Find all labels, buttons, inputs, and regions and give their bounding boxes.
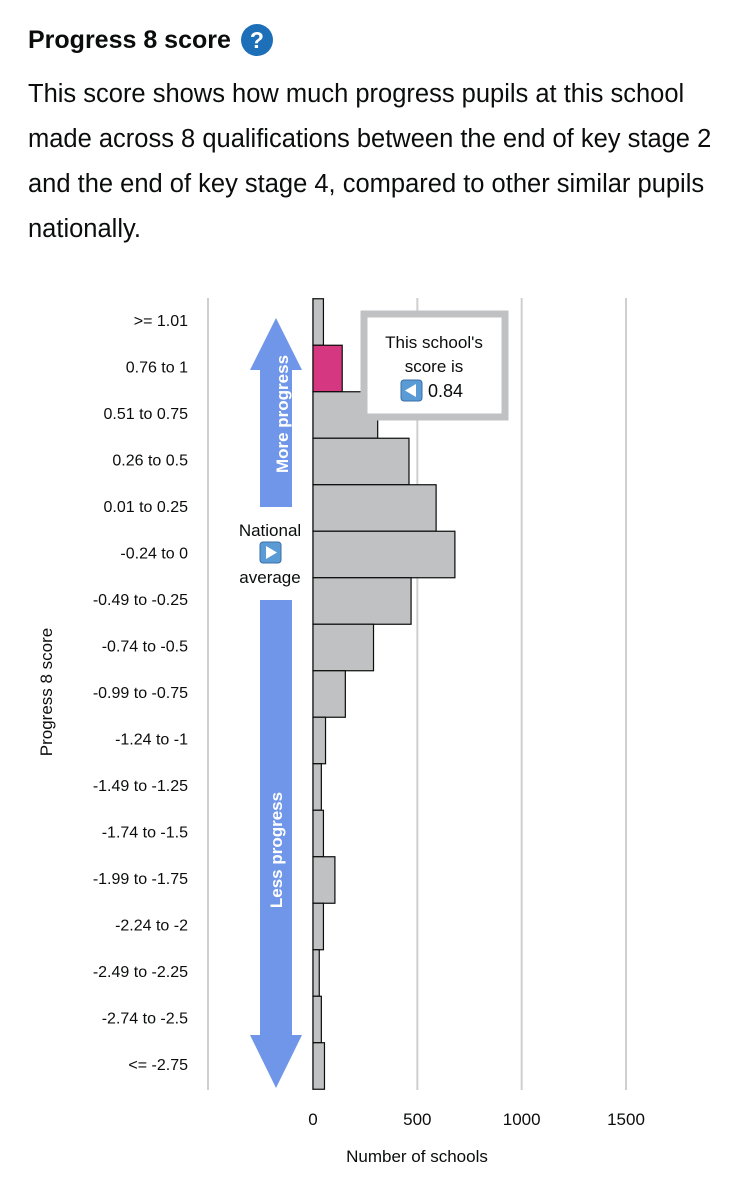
category-label: -0.99 to -0.75 <box>93 685 188 702</box>
category-label: -2.24 to -2 <box>115 918 188 935</box>
school-bar <box>312 344 343 393</box>
callout-text: score is <box>405 357 464 376</box>
school-score-value: 0.84 <box>428 381 463 401</box>
more-progress-arrow <box>250 318 302 507</box>
category-label: -2.49 to -2.25 <box>93 964 188 981</box>
category-label: 0.51 to 0.75 <box>103 406 188 423</box>
x-tick-label: 1500 <box>607 1110 645 1129</box>
bar <box>312 716 327 765</box>
category-label: 0.76 to 1 <box>126 360 188 377</box>
category-label: -1.24 to -1 <box>115 732 188 749</box>
category-label: 0.01 to 0.25 <box>103 499 188 516</box>
national-average-label: average <box>239 568 300 587</box>
bar <box>312 530 456 579</box>
callout-text: This school's <box>385 333 483 352</box>
x-tick-label: 500 <box>403 1110 431 1129</box>
bar <box>312 623 375 672</box>
category-label: -0.74 to -0.5 <box>102 639 188 656</box>
category-label: -1.74 to -1.5 <box>102 825 188 842</box>
bar <box>312 995 322 1044</box>
category-label: -0.49 to -0.25 <box>93 592 188 609</box>
bar <box>312 809 325 858</box>
play-right-icon <box>266 546 277 559</box>
bar <box>312 1042 326 1090</box>
category-label: -1.49 to -1.25 <box>93 778 188 795</box>
section-title: Progress 8 score <box>28 25 231 54</box>
less-progress-arrow <box>250 600 302 1088</box>
category-label: 0.26 to 0.5 <box>112 453 188 470</box>
category-label: <= -2.75 <box>128 1057 188 1074</box>
bar <box>312 949 320 997</box>
bar <box>312 856 336 904</box>
bar <box>312 763 322 811</box>
category-label: -2.74 to -2.5 <box>102 1011 188 1028</box>
help-icon[interactable]: ? <box>240 24 273 56</box>
school-score-callout <box>360 310 509 421</box>
play-left-icon <box>405 384 416 397</box>
x-axis-title: Number of schools <box>346 1147 488 1166</box>
national-average-label: National <box>239 521 301 540</box>
x-tick-label: 1000 <box>503 1110 541 1129</box>
less-progress-label: Less progress <box>267 792 286 908</box>
section-description: This score shows how much progress pupil… <box>28 80 712 243</box>
category-label: -0.24 to 0 <box>120 546 188 563</box>
bar <box>312 437 410 486</box>
y-axis-title: Progress 8 score <box>37 628 56 757</box>
category-label: >= 1.01 <box>134 313 188 330</box>
bar <box>312 902 325 951</box>
category-label: -1.99 to -1.75 <box>93 871 188 888</box>
more-progress-label: More progress <box>273 355 292 473</box>
bar <box>312 670 346 718</box>
bar <box>312 298 325 346</box>
bar <box>312 577 412 625</box>
x-tick-label: 0 <box>308 1110 317 1129</box>
section-heading: Progress 8 score ? <box>28 20 273 60</box>
bar <box>312 484 437 532</box>
